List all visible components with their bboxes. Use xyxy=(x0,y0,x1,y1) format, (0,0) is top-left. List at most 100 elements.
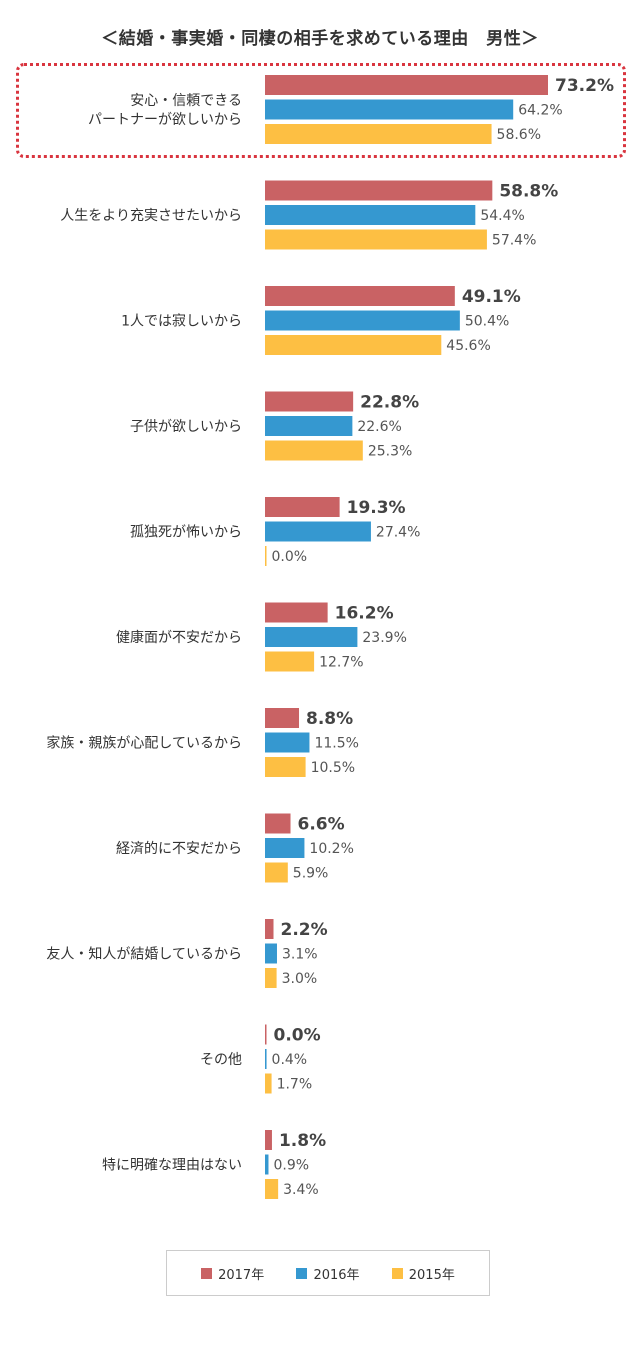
category-label-line: 家族・親族が心配しているから xyxy=(46,735,242,752)
bar-2016年 xyxy=(265,521,371,542)
category-label: 1人では寂しいから xyxy=(121,314,242,330)
data-label: 0.4% xyxy=(272,1052,308,1068)
data-label: 54.4% xyxy=(480,208,524,224)
category-label: 特に明確な理由はない xyxy=(102,1158,242,1174)
category-label: 孤独死が怖いから xyxy=(130,524,242,541)
category-label: その他 xyxy=(200,1052,242,1068)
bar-2015年 xyxy=(265,440,363,461)
data-label: 3.1% xyxy=(282,947,318,963)
bar-2016年 xyxy=(265,205,476,225)
data-label: 6.6% xyxy=(298,815,345,835)
category-label-line: 1人では寂しいから xyxy=(121,314,242,330)
data-label: 23.9% xyxy=(362,630,406,646)
legend-swatch-2017 xyxy=(201,1267,213,1279)
legend-swatch-2015 xyxy=(391,1267,403,1279)
category-label: 健康面が不安だから xyxy=(116,629,242,646)
bar-2017年 xyxy=(265,1130,272,1150)
legend-label-2015: 2015年 xyxy=(408,1267,455,1283)
data-label: 1.8% xyxy=(279,1131,326,1151)
category-label-line: 安心・信頼できる xyxy=(130,93,242,109)
legend-label-2016: 2016年 xyxy=(313,1267,360,1283)
bar-2016年 xyxy=(265,732,310,753)
data-label: 0.0% xyxy=(274,1026,321,1046)
data-label: 16.2% xyxy=(335,604,394,624)
data-label: 58.6% xyxy=(497,127,541,143)
data-label: 25.3% xyxy=(368,444,412,460)
bar-2016年 xyxy=(265,838,305,858)
bar-2016年 xyxy=(265,627,358,647)
data-label: 3.0% xyxy=(282,971,318,987)
bar-2015年 xyxy=(265,1179,279,1199)
category-label-line: 特に明確な理由はない xyxy=(102,1158,242,1174)
data-label: 0.0% xyxy=(272,549,308,565)
category-label-line: 子供が欲しいから xyxy=(130,419,242,435)
bar-2015年 xyxy=(265,757,306,777)
data-label: 11.5% xyxy=(314,736,358,752)
data-label: 64.2% xyxy=(518,103,562,119)
legend: 2017年 2016年 2015年 xyxy=(166,1250,490,1296)
bar-2015年 xyxy=(265,1073,272,1094)
bar-2015年 xyxy=(265,335,442,355)
bar-2017年 xyxy=(265,391,354,412)
bar-2017年 xyxy=(265,286,455,306)
bar-2015年 xyxy=(265,546,267,566)
data-label: 0.9% xyxy=(273,1158,309,1174)
category-label: 家族・親族が心配しているから xyxy=(46,735,242,752)
data-label: 58.8% xyxy=(499,182,558,202)
legend-label-2017: 2017年 xyxy=(218,1267,265,1283)
bar-2017年 xyxy=(265,813,291,834)
data-label: 1.7% xyxy=(277,1077,313,1093)
legend-swatch-2016 xyxy=(296,1267,308,1279)
data-label: 8.8% xyxy=(306,709,353,729)
bar-2015年 xyxy=(265,229,487,250)
bar-2015年 xyxy=(265,124,492,144)
category-label-line: 健康面が不安だから xyxy=(116,629,242,646)
data-label: 3.4% xyxy=(283,1182,319,1198)
category-label-line: その他 xyxy=(200,1052,242,1068)
bar-2015年 xyxy=(265,862,288,883)
category-label: 友人・知人が結婚しているから xyxy=(46,946,242,963)
bar-2017年 xyxy=(265,919,274,939)
bar-2017年 xyxy=(265,497,340,517)
category-label: 人生をより充実させたいから xyxy=(60,208,242,224)
data-label: 22.8% xyxy=(360,393,419,413)
bar-2015年 xyxy=(265,651,315,672)
data-label: 45.6% xyxy=(446,338,490,354)
data-label: 49.1% xyxy=(462,287,521,307)
bar-2017年 xyxy=(265,180,493,201)
bar-2017年 xyxy=(265,1024,267,1045)
data-label: 5.9% xyxy=(293,866,329,882)
data-label: 10.2% xyxy=(309,841,353,857)
category-label-line: パートナーが欲しいから xyxy=(88,112,242,128)
bar-2017年 xyxy=(265,75,548,95)
data-label: 73.2% xyxy=(555,76,614,96)
data-label: 50.4% xyxy=(465,314,509,330)
bar-2016年 xyxy=(265,310,460,331)
data-label: 27.4% xyxy=(376,525,420,541)
data-label: 19.3% xyxy=(347,498,406,518)
category-label: 安心・信頼できるパートナーが欲しいから xyxy=(88,93,242,128)
category-label: 子供が欲しいから xyxy=(130,419,242,435)
legend-item-2016: 2016年 xyxy=(296,1264,360,1283)
data-label: 10.5% xyxy=(311,760,355,776)
category-label-line: 経済的に不安だから xyxy=(116,841,242,857)
bar-2015年 xyxy=(265,968,277,988)
data-label: 22.6% xyxy=(357,419,401,435)
chart-title: ＜結婚・事実婚・同棲の相手を求めている理由 男性＞ xyxy=(101,29,539,49)
bar-2016年 xyxy=(265,416,353,436)
data-label: 2.2% xyxy=(281,920,328,940)
data-label: 57.4% xyxy=(492,233,536,249)
category-label-line: 孤独死が怖いから xyxy=(130,524,242,541)
legend-item-2015: 2015年 xyxy=(391,1264,455,1283)
bar-2016年 xyxy=(265,1154,269,1175)
category-label-line: 友人・知人が結婚しているから xyxy=(46,946,242,963)
highlight-box xyxy=(16,63,626,158)
category-label: 経済的に不安だから xyxy=(116,841,242,857)
category-label-line: 人生をより充実させたいから xyxy=(60,208,242,224)
legend-item-2017: 2017年 xyxy=(201,1264,264,1283)
data-label: 12.7% xyxy=(319,655,363,671)
bar-2017年 xyxy=(265,708,300,728)
bar-2017年 xyxy=(265,602,328,623)
bar-2016年 xyxy=(265,1049,267,1069)
bar-2016年 xyxy=(265,99,514,120)
